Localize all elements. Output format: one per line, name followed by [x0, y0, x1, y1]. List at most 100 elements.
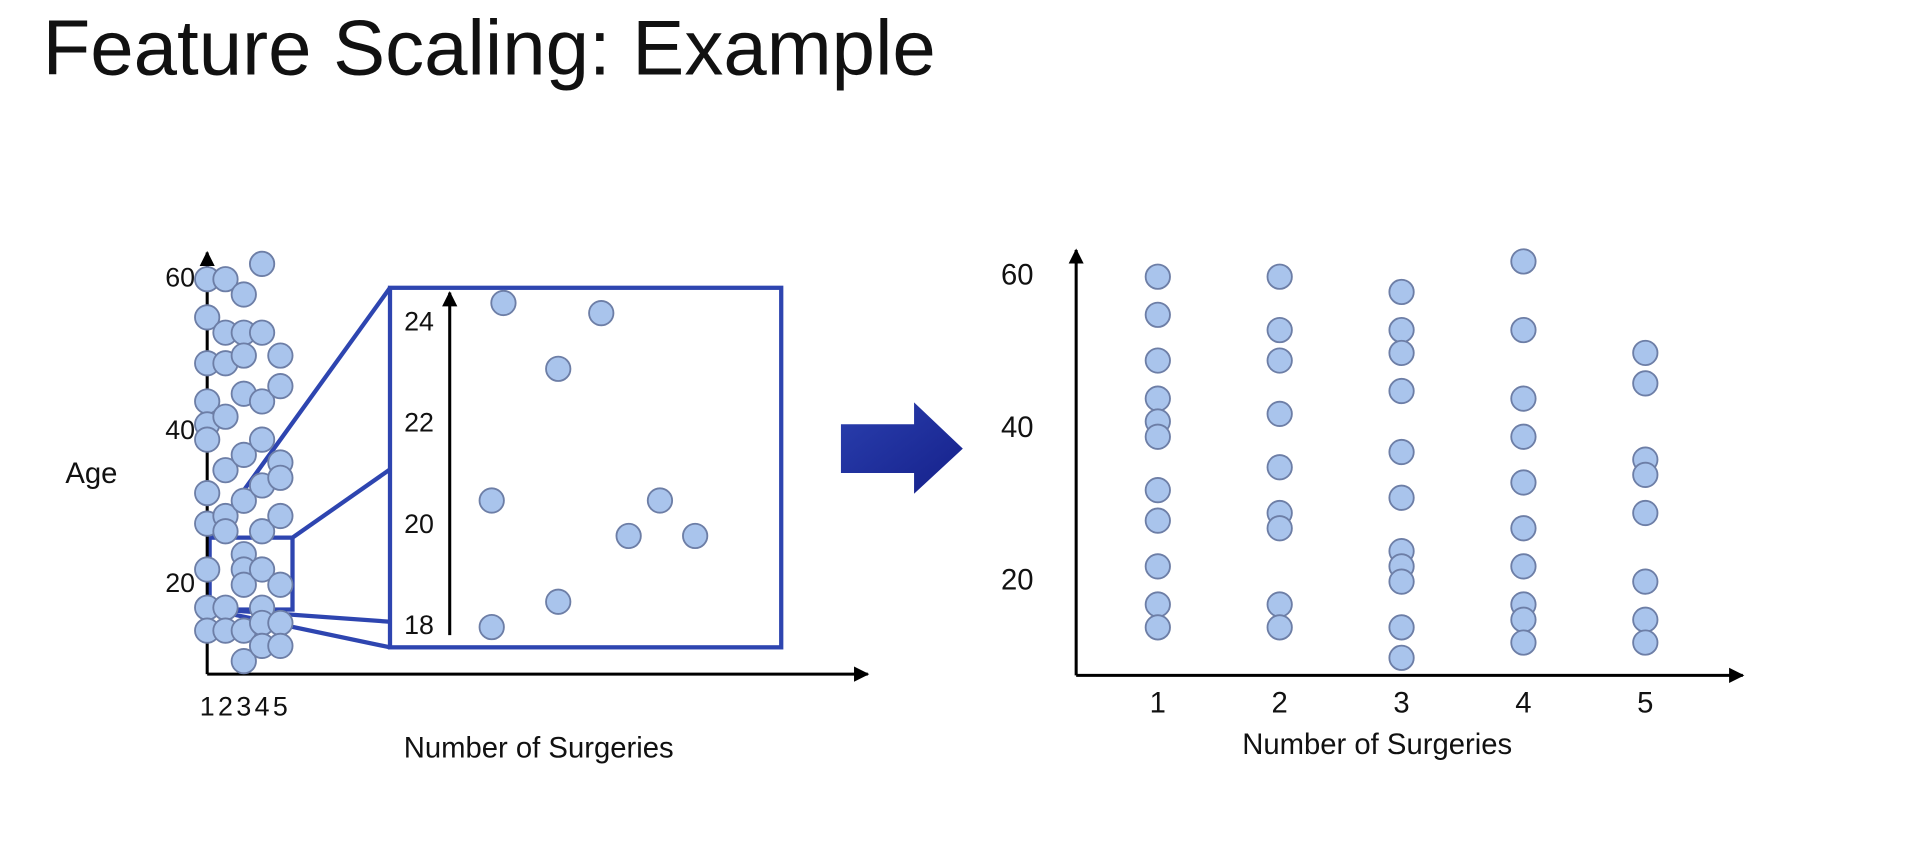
data-point	[545, 355, 572, 382]
data-point	[615, 522, 642, 550]
data-point	[267, 342, 294, 369]
data-point	[1510, 606, 1537, 633]
x-tick-label: 1	[1150, 687, 1166, 719]
data-point	[1510, 423, 1537, 450]
data-point	[1632, 339, 1659, 367]
data-point	[1388, 377, 1415, 405]
x-tick-label: 5	[1637, 687, 1653, 719]
data-point	[1632, 568, 1659, 595]
y-tick-label: 18	[404, 610, 434, 640]
data-point	[1632, 499, 1659, 527]
data-point	[248, 250, 276, 278]
data-point	[1632, 370, 1659, 397]
data-point	[1632, 629, 1659, 656]
data-point	[212, 403, 239, 430]
data-point	[1144, 507, 1171, 534]
slide-title: Feature Scaling: Example	[43, 3, 936, 91]
zoom-guides	[207, 285, 784, 650]
data-point	[1510, 316, 1537, 344]
data-point	[1144, 553, 1171, 580]
data-point	[1388, 484, 1415, 511]
data-point	[682, 522, 709, 550]
data-point	[1388, 644, 1415, 671]
data-point	[1510, 248, 1537, 275]
data-point	[267, 464, 294, 491]
transform-arrow	[840, 402, 963, 494]
data-point	[267, 632, 294, 659]
data-point	[478, 487, 505, 514]
data-point	[1388, 278, 1415, 306]
x-tick-label: 4	[1515, 687, 1531, 719]
data-point	[248, 426, 276, 453]
data-point	[267, 502, 294, 530]
zoom-line	[209, 607, 391, 650]
data-point	[1510, 553, 1537, 580]
x-tick-label: 1	[200, 691, 215, 721]
data-point	[1510, 385, 1537, 412]
data-point	[194, 556, 221, 583]
y-tick-label: 40	[1001, 412, 1034, 444]
data-point	[1266, 263, 1293, 290]
inset-frame	[387, 285, 784, 650]
data-point	[1510, 629, 1537, 656]
data-point	[230, 487, 257, 514]
y-tick-label: 60	[1001, 259, 1034, 291]
data-point	[1144, 614, 1171, 641]
data-point	[1144, 477, 1171, 504]
data-point	[230, 281, 257, 308]
data-point	[212, 266, 239, 293]
y-tick-label: 40	[165, 415, 195, 445]
x-tick-label: 3	[236, 691, 251, 721]
data-point	[248, 319, 276, 346]
data-point	[1266, 400, 1293, 428]
data-point	[490, 289, 517, 317]
data-point	[1144, 301, 1171, 328]
data-point	[194, 304, 221, 331]
data-point	[248, 388, 276, 415]
x-axis-label: Number of Surgeries	[1242, 729, 1512, 761]
data-point	[1632, 461, 1659, 488]
data-point	[194, 426, 221, 453]
y-tick-label: 20	[404, 509, 434, 539]
x-axis-label: Number of Surgeries	[404, 732, 674, 764]
data-point	[267, 609, 294, 637]
y-axis-label: Age	[65, 458, 117, 490]
data-point	[1144, 423, 1171, 450]
data-point	[1388, 614, 1415, 641]
data-point	[230, 342, 257, 369]
data-point	[1144, 263, 1171, 290]
data-point	[1266, 316, 1293, 344]
data-point	[1388, 438, 1415, 466]
x-tick-label: 2	[1272, 687, 1288, 719]
data-point	[1266, 591, 1293, 618]
data-point	[230, 648, 257, 675]
zoom-line	[219, 607, 391, 624]
x-tick-label: 2	[218, 691, 233, 721]
data-point	[267, 571, 294, 598]
data-point	[1388, 316, 1415, 344]
data-point	[194, 479, 221, 507]
data-point	[230, 571, 257, 598]
x-tick-label: 3	[1393, 687, 1409, 719]
zoom-line	[291, 467, 392, 540]
data-point	[1144, 385, 1171, 412]
data-point	[478, 613, 505, 641]
data-point	[1388, 568, 1415, 595]
x-tick-label: 5	[273, 691, 288, 721]
y-tick-label: 60	[165, 262, 195, 292]
y-tick-label: 20	[1001, 564, 1034, 596]
y-tick-label: 22	[404, 408, 434, 438]
data-point	[248, 518, 276, 545]
y-tick-label: 20	[165, 568, 195, 598]
x-tick-label: 4	[255, 691, 270, 721]
data-point	[1632, 606, 1659, 633]
data-point	[1266, 515, 1293, 542]
data-point	[212, 457, 239, 484]
data-point	[230, 441, 257, 468]
data-point	[212, 594, 239, 621]
data-point	[1388, 339, 1415, 367]
y-tick-label: 24	[404, 306, 434, 336]
data-point	[545, 588, 572, 615]
